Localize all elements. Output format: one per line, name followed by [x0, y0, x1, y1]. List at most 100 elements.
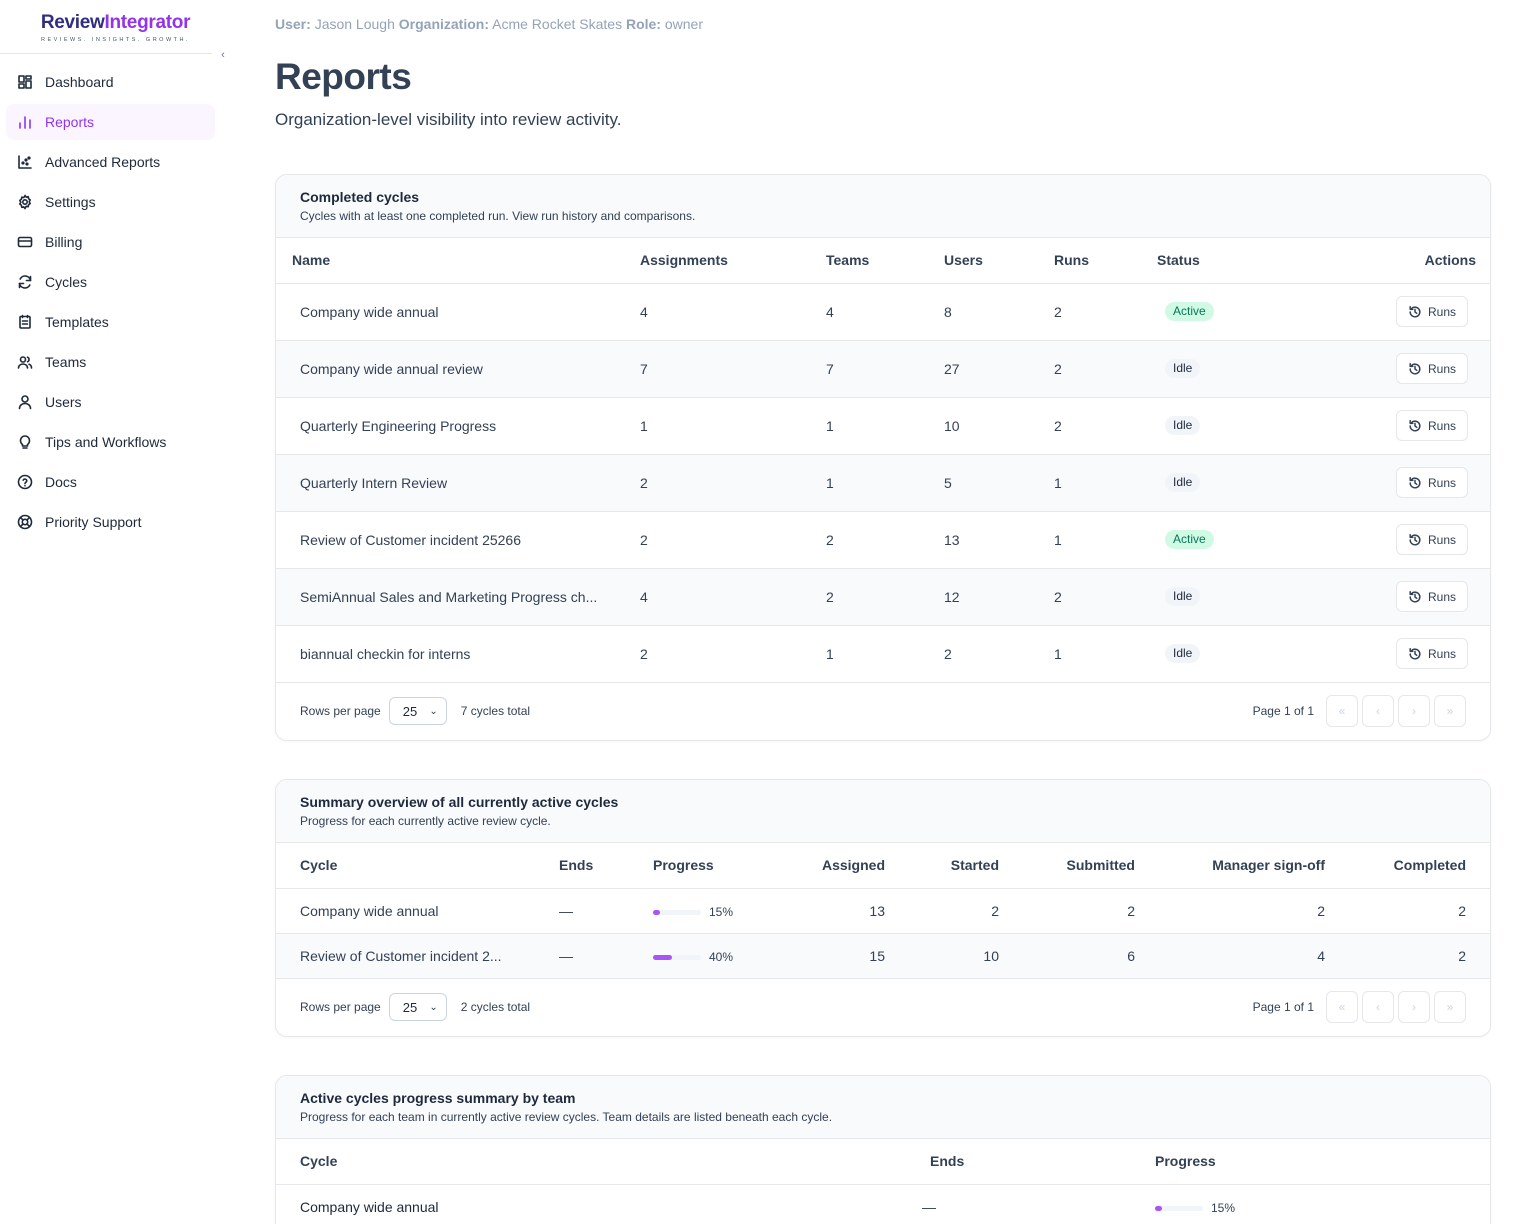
next-page-button[interactable]: › — [1398, 991, 1430, 1023]
column-header-name[interactable]: Name — [276, 238, 640, 284]
sidebar-item-dashboard[interactable]: Dashboard — [6, 64, 215, 100]
rows-per-page-select[interactable]: 25 ⌄ — [388, 993, 447, 1021]
sidebar-item-label: Templates — [45, 314, 109, 330]
column-header-progress[interactable]: Progress — [1155, 1139, 1490, 1185]
help-circle-icon — [17, 474, 33, 490]
started-count: 2 — [885, 888, 999, 934]
last-page-button[interactable]: » — [1434, 695, 1466, 727]
sidebar-item-teams[interactable]: Teams — [6, 344, 215, 380]
sidebar-item-label: Reports — [45, 114, 95, 130]
column-header-started[interactable]: Started — [885, 843, 999, 889]
previous-page-button[interactable]: ‹ — [1362, 991, 1394, 1023]
progress-indicator: 40% — [653, 950, 733, 964]
column-header-assigned[interactable]: Assigned — [790, 843, 885, 889]
column-header-ends[interactable]: Ends — [559, 843, 653, 889]
sidebar-item-reports[interactable]: Reports — [6, 104, 215, 140]
table-row[interactable]: biannual checkin for interns 2 1 2 1 Idle Runs — [276, 625, 1490, 683]
sidebar-item-billing[interactable]: Billing — [6, 224, 215, 260]
sidebar-item-label: Teams — [45, 354, 87, 370]
progress-bar — [1155, 1205, 1203, 1211]
progress-bar — [653, 909, 701, 915]
organization-name: Acme Rocket Skates — [492, 16, 623, 32]
runs-button[interactable]: Runs — [1395, 524, 1468, 555]
runs-button-label: Runs — [1427, 589, 1456, 604]
runs-button[interactable]: Runs — [1395, 638, 1468, 669]
sidebar-item-templates[interactable]: Templates — [6, 304, 215, 340]
column-header-actions: Actions — [1337, 238, 1490, 284]
sidebar-item-priority-support[interactable]: Priority Support — [6, 504, 215, 540]
column-header-submitted[interactable]: Submitted — [999, 843, 1135, 889]
sidebar-item-settings[interactable]: Settings — [6, 184, 215, 220]
runs-button[interactable]: Runs — [1395, 467, 1468, 498]
last-page-button[interactable]: » — [1434, 991, 1466, 1023]
column-header-cycle[interactable]: Cycle — [276, 843, 559, 889]
previous-page-button[interactable]: ‹ — [1362, 695, 1394, 727]
page-title: Reports — [275, 56, 412, 97]
cycle-name: Quarterly Intern Review — [276, 454, 640, 512]
scatter-chart-icon — [17, 154, 33, 170]
column-header-manager-sign-off[interactable]: Manager sign-off — [1135, 843, 1325, 889]
user-name: Jason Lough — [314, 16, 395, 32]
sidebar-item-users[interactable]: Users — [6, 384, 215, 420]
column-header-users[interactable]: Users — [944, 238, 1054, 284]
chevron-left-icon: ‹ — [1376, 1000, 1380, 1014]
column-header-teams[interactable]: Teams — [826, 238, 944, 284]
manager-sign-off-count: 4 — [1135, 933, 1325, 979]
rows-per-page-select[interactable]: 25 ⌄ — [388, 697, 447, 725]
sidebar-item-docs[interactable]: Docs — [6, 464, 215, 500]
total-count: 2 cycles total — [460, 1000, 531, 1014]
table-row[interactable]: SemiAnnual Sales and Marketing Progress … — [276, 568, 1490, 626]
runs-count: 1 — [1054, 454, 1157, 512]
first-page-button[interactable]: « — [1326, 695, 1358, 727]
table-row[interactable]: Company wide annual —15% 13 2 2 2 2 — [276, 888, 1490, 934]
cycle-name: Company wide annual — [276, 888, 559, 934]
sidebar-item-label: Dashboard — [45, 74, 114, 90]
sidebar-item-label: Advanced Reports — [45, 154, 161, 170]
sidebar-item-tips-and-workflows[interactable]: Tips and Workflows — [6, 424, 215, 460]
table-row[interactable]: Company wide annual review 7 7 27 2 Idle Runs — [276, 340, 1490, 398]
cycle-name: biannual checkin for interns — [276, 625, 640, 683]
teams-count: 2 — [826, 568, 944, 626]
assignments-count: 4 — [640, 568, 826, 626]
status-badge: Idle — [1165, 644, 1201, 663]
table-row[interactable]: Company wide annual 4 4 8 2 Active Runs — [276, 283, 1490, 341]
card-title: Active cycles progress summary by team — [300, 1090, 576, 1106]
sidebar-item-cycles[interactable]: Cycles — [6, 264, 215, 300]
user-icon — [17, 394, 33, 410]
history-icon — [1408, 476, 1428, 490]
runs-button[interactable]: Runs — [1395, 410, 1468, 441]
table-row[interactable]: Quarterly Intern Review 2 1 5 1 Idle Runs — [276, 454, 1490, 512]
assigned-count: 13 — [790, 888, 885, 934]
assignments-count: 2 — [640, 625, 826, 683]
next-page-button[interactable]: › — [1398, 695, 1430, 727]
sidebar-item-advanced-reports[interactable]: Advanced Reports — [6, 144, 215, 180]
runs-button[interactable]: Runs — [1395, 296, 1468, 327]
cycle-name: Company wide annual — [276, 283, 640, 341]
column-header-progress[interactable]: Progress — [653, 843, 790, 889]
table-row[interactable]: Review of Customer incident 25266 2 2 13 1 Ac… — [276, 511, 1490, 569]
sidebar-item-label: Docs — [45, 474, 77, 490]
table-row[interactable]: Quarterly Engineering Progress 1 1 10 2 Idle R… — [276, 397, 1490, 455]
table-row[interactable]: Review of Customer incident 2... — 40% 15 10… — [276, 933, 1490, 979]
column-header-status[interactable]: Status — [1157, 238, 1337, 284]
column-header-cycle[interactable]: Cycle — [276, 1139, 920, 1185]
teams-count: 7 — [826, 340, 944, 398]
runs-button[interactable]: Runs — [1395, 353, 1468, 384]
column-header-runs[interactable]: Runs — [1054, 238, 1157, 284]
table-row[interactable]: Company wide annual — 15% — [276, 1184, 1490, 1224]
status-badge: Active — [1165, 530, 1214, 549]
column-header-ends[interactable]: Ends — [920, 1139, 1155, 1185]
history-icon — [1408, 362, 1428, 376]
first-page-button[interactable]: « — [1326, 991, 1358, 1023]
sidebar-collapse-button[interactable]: ‹ — [212, 44, 234, 66]
column-header-assignments[interactable]: Assignments — [640, 238, 826, 284]
column-header-completed[interactable]: Completed — [1325, 843, 1490, 889]
card-header: Completed cycles Cycles with at least on… — [276, 175, 1490, 238]
logo[interactable]: ReviewIntegrator REVIEWS. INSIGHTS. GROW… — [0, 0, 231, 54]
user-context-line: User: Jason Lough Organization: Acme Roc… — [275, 16, 703, 32]
runs-button[interactable]: Runs — [1395, 581, 1468, 612]
user-role: owner — [664, 16, 703, 32]
chevrons-left-icon: « — [1338, 704, 1346, 718]
card-title: Summary overview of all currently active… — [300, 794, 619, 810]
completed-count: 2 — [1325, 888, 1490, 934]
